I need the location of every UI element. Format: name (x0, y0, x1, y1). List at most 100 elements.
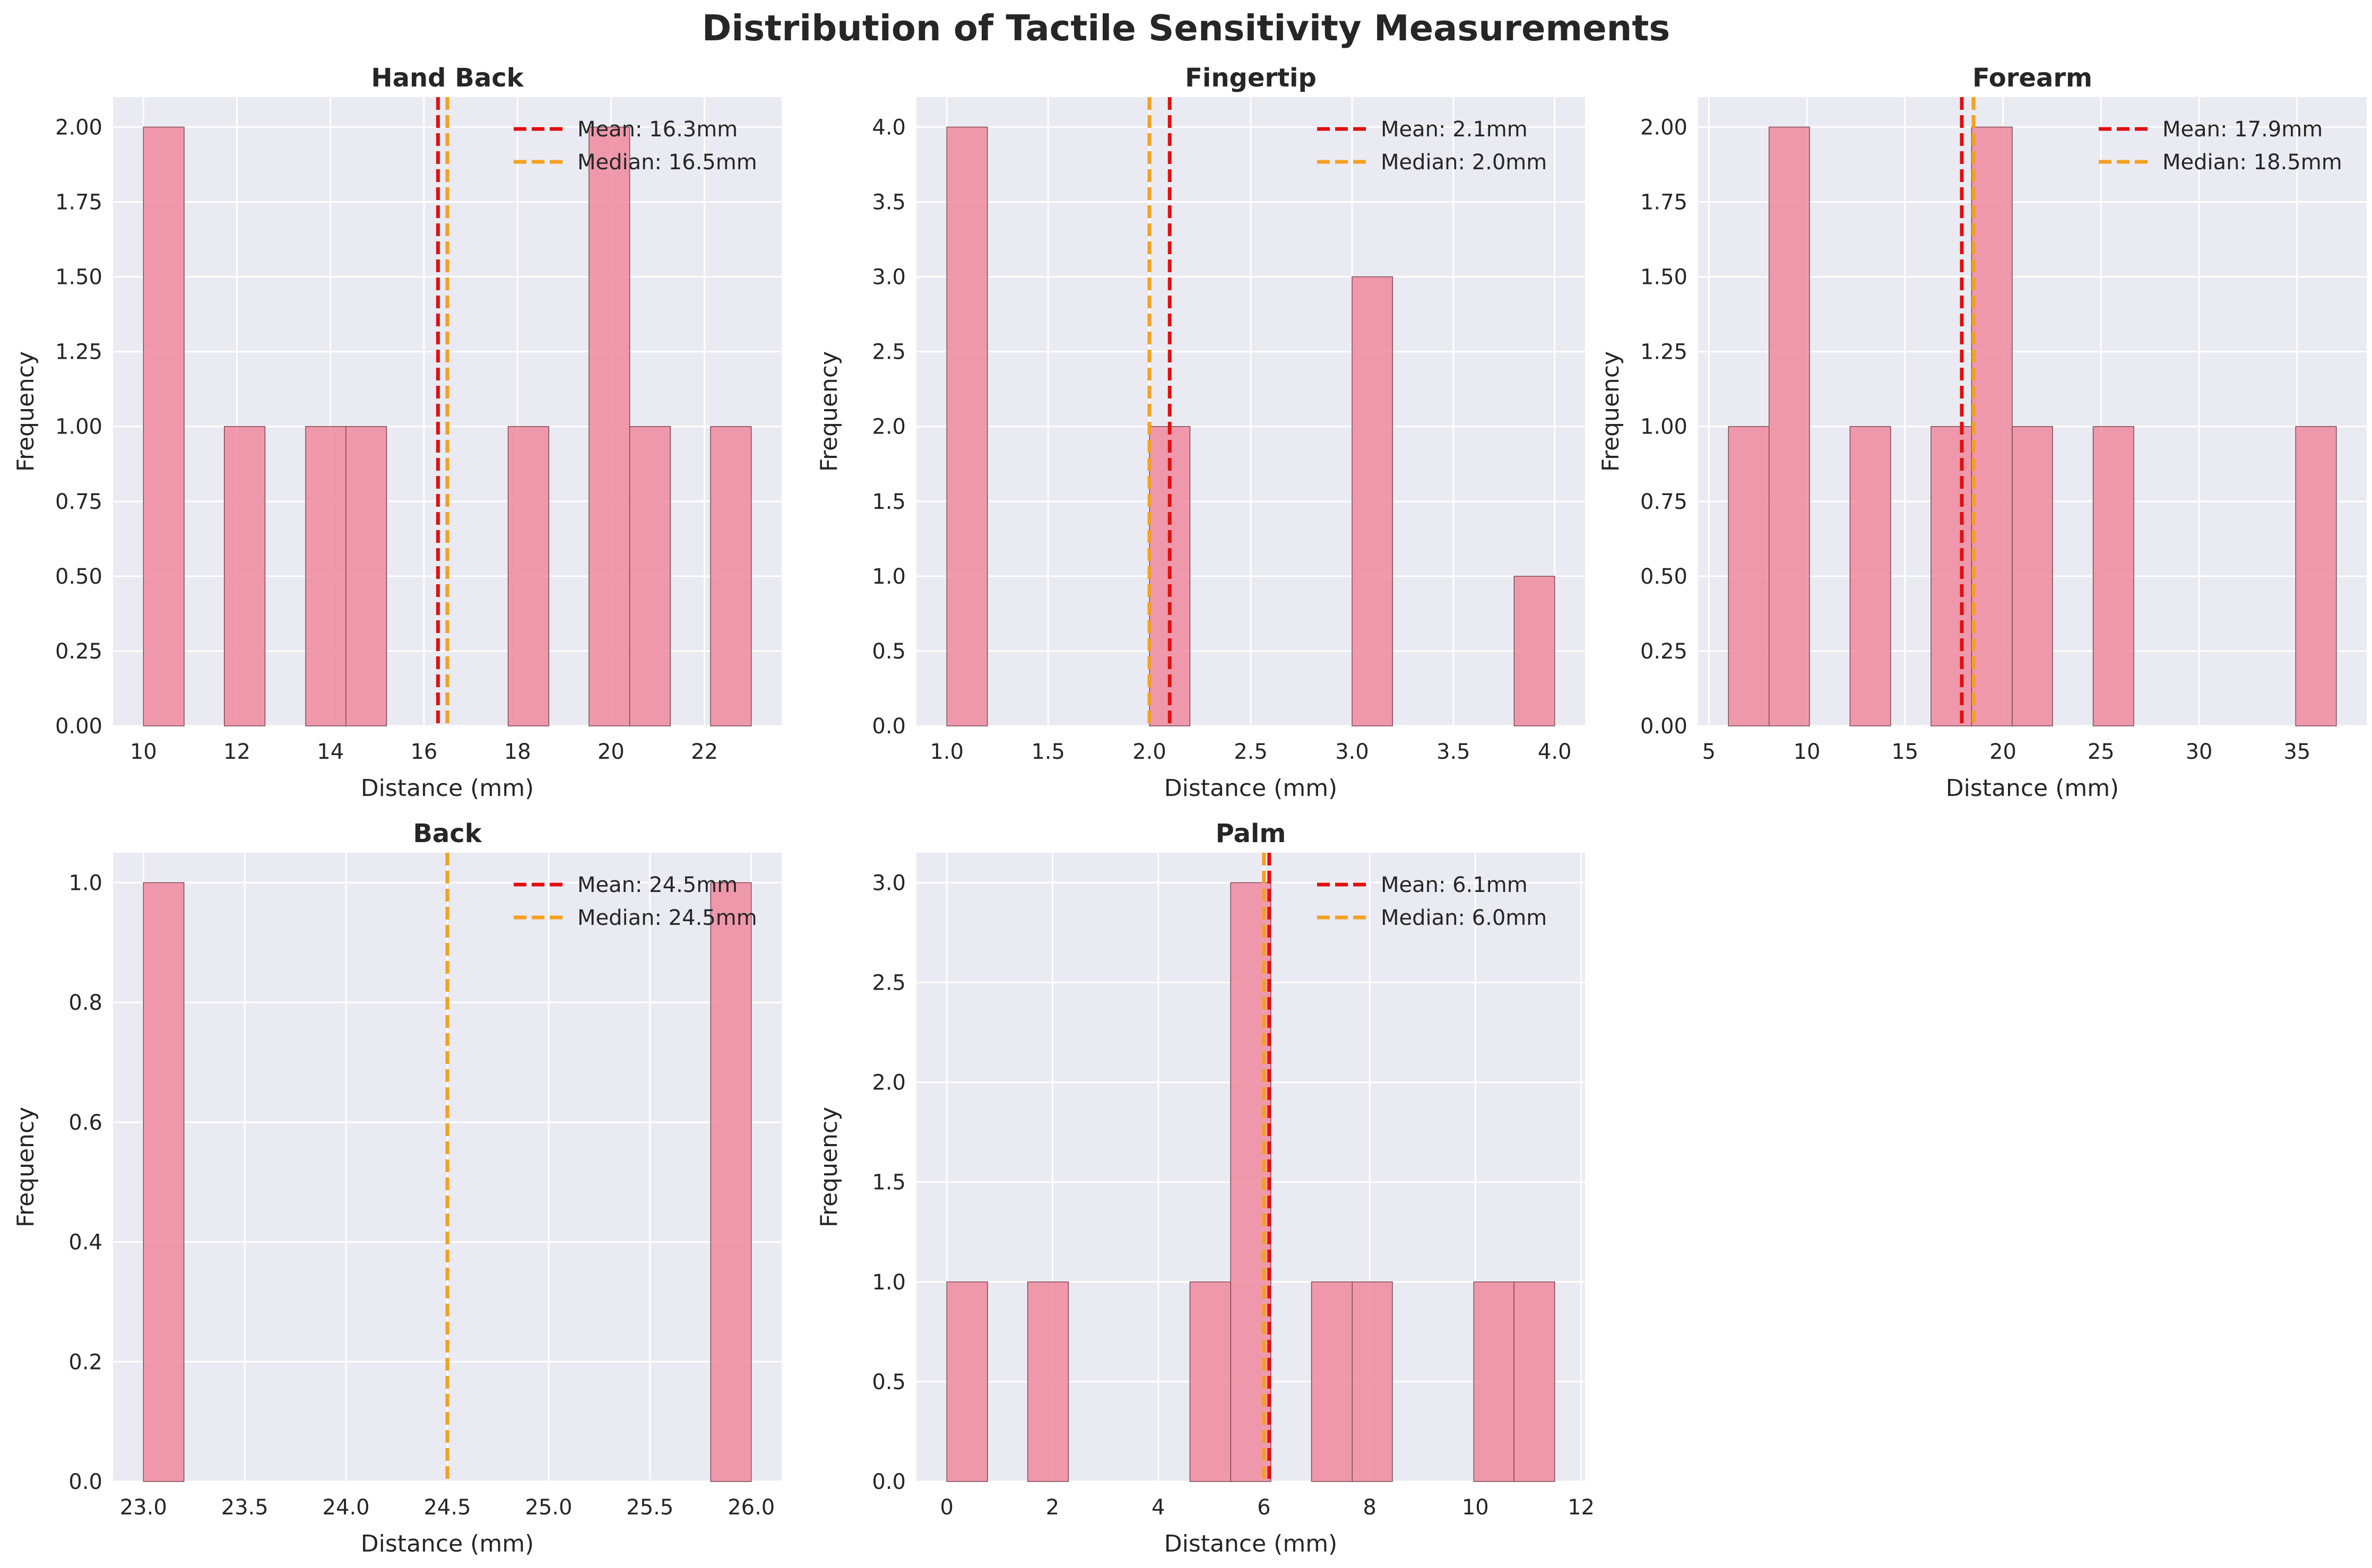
legend-median-label: Median: 6.0mm (1381, 906, 1547, 930)
x-tick-label: 25.5 (626, 1495, 673, 1520)
x-tick-label: 8 (1363, 1495, 1376, 1520)
legend-mean-label: Mean: 17.9mm (2162, 117, 2323, 142)
histogram-bar (1189, 1281, 1231, 1482)
y-tick-label: 2.00 (55, 115, 102, 140)
x-tick-label: 4.0 (1538, 740, 1572, 764)
histogram-forearm: 5 10 15 20 25 30 35 0.00 0.25 0.50 0.75 1.00 1.25 1.5… (1597, 63, 2367, 802)
y-tick-label: 0.2 (68, 1350, 102, 1374)
panel-title: Back (413, 819, 482, 848)
y-tick-label: 1.25 (1640, 340, 1687, 365)
y-tick-label: 2.5 (872, 971, 906, 995)
histogram-fingertip: 1.0 1.5 2.0 2.5 3.0 3.5 4.0 0.0 0.5 1.0 1.5 2.0 2.5 3… (816, 63, 1585, 802)
y-tick-label: 1.75 (55, 190, 102, 215)
y-tick-label: 1.5 (872, 490, 906, 514)
histogram-bar (1352, 1281, 1393, 1482)
y-tick-label: 2.5 (872, 340, 906, 365)
histogram-bar (143, 126, 185, 726)
y-tick-label: 1.50 (1640, 265, 1687, 290)
histogram-bar (1769, 126, 1810, 726)
x-tick-label: 0 (940, 1495, 954, 1520)
y-tick-label: 1.00 (55, 415, 102, 439)
y-tick-label: 1.0 (872, 1270, 906, 1295)
y-tick-label: 0.4 (68, 1231, 102, 1255)
x-tick-label: 3.0 (1335, 740, 1369, 764)
legend-mean-label: Mean: 2.1mm (1381, 117, 1528, 142)
panel-title: Hand Back (371, 63, 524, 93)
x-tick-label: 18 (504, 740, 531, 764)
x-tick-label: 3.5 (1436, 740, 1470, 764)
x-axis-label: Distance (mm) (1164, 775, 1337, 802)
x-tick-label: 20 (1989, 740, 2016, 764)
y-tick-label: 2.0 (872, 415, 906, 439)
x-tick-label: 10 (1794, 740, 1821, 764)
y-tick-label: 0.6 (68, 1111, 102, 1135)
y-tick-label: 0.5 (872, 1370, 906, 1394)
legend-median-label: Median: 24.5mm (577, 906, 757, 930)
histogram-bar (1971, 126, 2013, 726)
x-tick-label: 35 (2283, 740, 2310, 764)
y-tick-label: 0.5 (872, 639, 906, 664)
histogram-hand-back: 10 12 14 16 18 20 22 0.00 0.25 0.50 0.75 1.00 1.25 1.… (12, 63, 782, 802)
x-tick-label: 5 (1702, 740, 1716, 764)
y-tick-label: 1.75 (1640, 190, 1687, 215)
x-tick-label: 2.0 (1132, 740, 1166, 764)
x-tick-label: 6 (1257, 1495, 1270, 1520)
histogram-bar (1728, 426, 1770, 726)
x-tick-label: 4 (1152, 1495, 1165, 1520)
x-tick-label: 24.0 (323, 1495, 370, 1520)
histogram-bar (710, 882, 752, 1482)
x-tick-label: 22 (691, 740, 718, 764)
y-tick-label: 0.0 (68, 1470, 102, 1494)
histogram-bar (629, 426, 671, 726)
x-tick-label: 23.5 (221, 1495, 269, 1520)
panel-title: Forearm (1972, 63, 2092, 93)
x-tick-label: 25.0 (525, 1495, 572, 1520)
x-tick-label: 1.0 (930, 740, 964, 764)
y-tick-label: 3.0 (872, 265, 906, 290)
y-axis-label: Frequency (816, 1107, 843, 1227)
y-tick-label: 0.25 (55, 639, 102, 664)
histogram-bar (710, 426, 752, 726)
x-tick-label: 2.5 (1234, 740, 1268, 764)
y-tick-label: 1.25 (55, 340, 102, 365)
x-tick-label: 10 (1462, 1495, 1489, 1520)
histogram-bar (2295, 426, 2337, 726)
y-tick-label: 4.0 (872, 115, 906, 140)
y-tick-label: 0.25 (1640, 639, 1687, 664)
histogram-back: 23.0 23.5 24.0 24.5 25.0 25.5 26.0 0.0 0.2 0.4 0.6… (12, 819, 782, 1557)
histogram-palm: 0 2 4 6 8 10 12 0.0 0.5 1.0 1.5 2.0 2.5 3.0 Mean: 6.1m… (816, 819, 1595, 1557)
x-axis-label: Distance (mm) (361, 775, 534, 802)
y-axis-label: Frequency (12, 351, 39, 472)
histogram-bar (1931, 426, 1972, 726)
y-tick-label: 1.0 (872, 565, 906, 589)
x-axis-label: Distance (mm) (361, 1530, 534, 1557)
y-tick-label: 0.00 (1640, 714, 1687, 739)
x-axis-label: Distance (mm) (1946, 775, 2119, 802)
legend-mean-label: Mean: 16.3mm (577, 117, 738, 142)
histogram-bar (588, 126, 630, 726)
x-tick-label: 16 (410, 740, 437, 764)
histogram-bar (1311, 1281, 1353, 1482)
x-tick-label: 20 (598, 740, 625, 764)
y-tick-label: 0.8 (68, 991, 102, 1015)
histogram-bar (946, 1281, 988, 1482)
histogram-bar (223, 426, 266, 726)
legend-median-label: Median: 2.0mm (1381, 150, 1547, 175)
y-tick-label: 1.50 (55, 265, 102, 290)
histogram-bar (1849, 426, 1891, 726)
legend-mean-label: Mean: 6.1mm (1381, 873, 1528, 897)
x-tick-label: 24.5 (423, 1495, 471, 1520)
histogram-bar (1473, 1281, 1514, 1482)
x-tick-label: 14 (317, 740, 344, 764)
y-axis-label: Frequency (816, 351, 843, 472)
y-axis-label: Frequency (1597, 351, 1624, 472)
x-tick-label: 1.5 (1031, 740, 1065, 764)
histogram-bar (507, 426, 549, 726)
y-tick-label: 0.00 (55, 714, 102, 739)
y-tick-label: 0.50 (55, 565, 102, 589)
histogram-bar (1027, 1281, 1069, 1482)
histogram-bar (2092, 426, 2134, 726)
histogram-bar (1513, 576, 1555, 726)
x-tick-label: 26.0 (728, 1495, 775, 1520)
y-tick-label: 2.00 (1640, 115, 1687, 140)
